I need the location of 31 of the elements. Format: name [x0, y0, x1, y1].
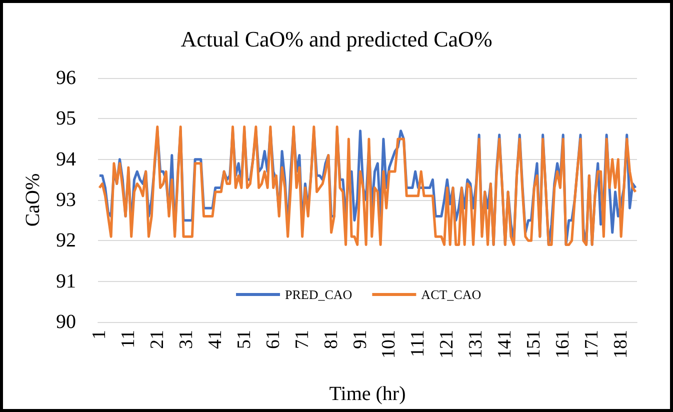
x-tick-label: 171 [582, 330, 603, 358]
y-tick-label: 90 [56, 311, 76, 333]
x-tick-label: 51 [234, 330, 255, 349]
x-tick-label: 41 [204, 330, 226, 349]
legend-label: PRED_CAO [285, 287, 352, 302]
x-tick-label: 121 [436, 330, 458, 358]
x-tick-label: 31 [176, 330, 197, 349]
legend-label: ACT_CAO [421, 287, 482, 302]
x-axis-title: Time (hr) [329, 383, 406, 405]
x-tick-label: 1 [88, 330, 110, 340]
y-tick-label: 93 [56, 189, 76, 211]
x-tick-label: 141 [494, 330, 516, 358]
chart-title: Actual CaO% and predicted CaO% [180, 26, 492, 52]
y-tick-label: 91 [56, 270, 76, 292]
x-tick-label: 111 [408, 330, 429, 358]
x-tick-label: 71 [292, 330, 313, 349]
x-tick-label: 81 [320, 330, 342, 349]
x-tick-label: 21 [146, 330, 168, 349]
y-tick-label: 92 [56, 230, 76, 252]
x-tick-label: 61 [262, 330, 284, 349]
x-tick-label: 151 [524, 330, 545, 358]
y-axis-title: CaO% [22, 173, 44, 227]
x-tick-label: 101 [378, 330, 400, 358]
y-tick-label: 94 [56, 148, 76, 170]
x-tick-label: 11 [118, 330, 139, 348]
x-tick-label: 91 [350, 330, 371, 349]
x-tick-label: 161 [552, 330, 574, 358]
x-tick-label: 181 [610, 330, 632, 358]
y-tick-label: 96 [56, 67, 76, 89]
y-tick-label: 95 [56, 108, 76, 130]
x-tick-label: 131 [466, 330, 487, 358]
